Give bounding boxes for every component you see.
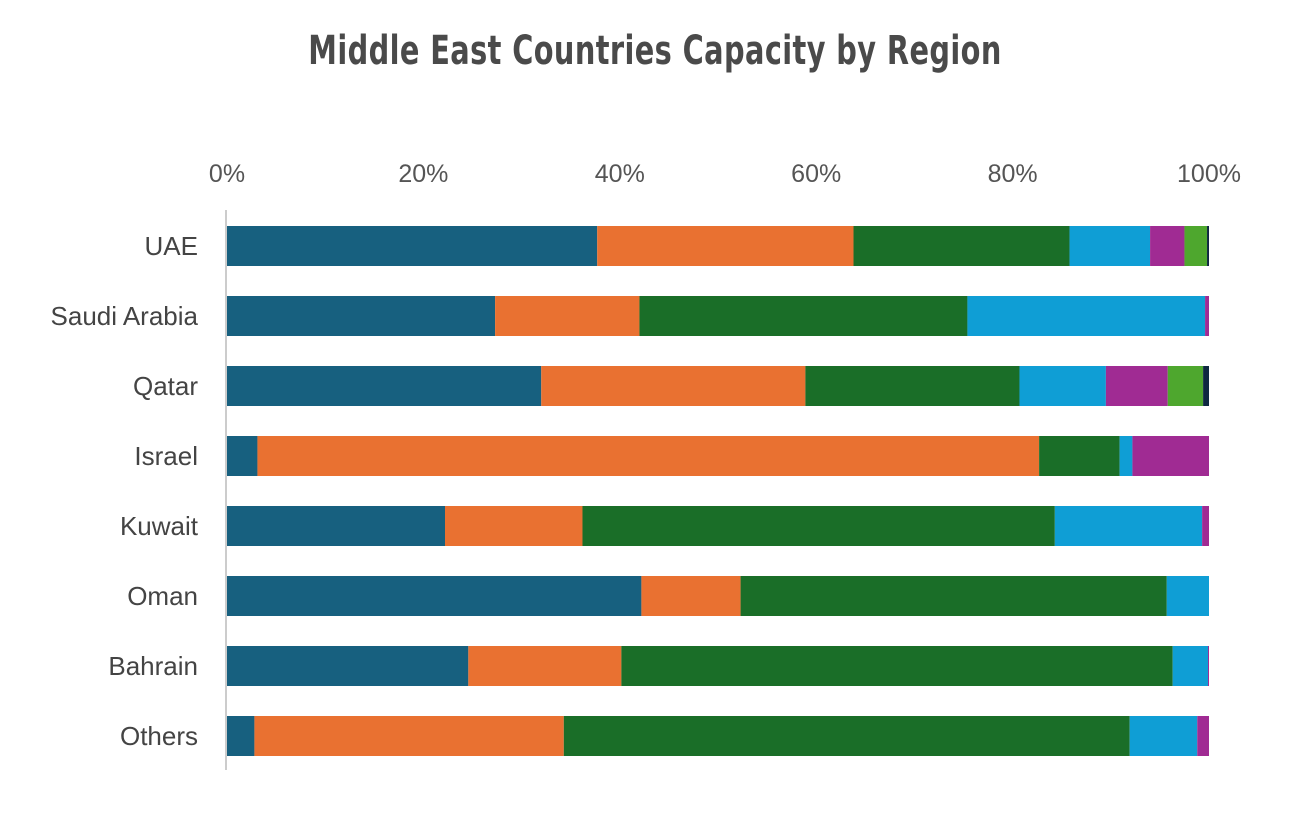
x-tick-label: 20% xyxy=(398,160,448,188)
category-label: Others xyxy=(120,721,198,751)
bar-segment xyxy=(597,226,854,266)
bar-segment xyxy=(740,576,1167,616)
x-tick-label: 40% xyxy=(595,160,645,188)
bar-segment xyxy=(641,576,741,616)
bar-segment xyxy=(468,646,622,686)
bar-segment xyxy=(227,436,258,476)
bar-segment xyxy=(1166,576,1209,616)
x-tick-label: 0% xyxy=(209,160,245,188)
bar-segment xyxy=(639,296,968,336)
bar-segment xyxy=(227,646,469,686)
bar-segment xyxy=(1203,366,1209,406)
category-label: Qatar xyxy=(133,371,198,401)
bar-segment xyxy=(853,226,1070,266)
bar-segment xyxy=(1202,506,1209,546)
bar-segments xyxy=(227,226,1209,756)
bar-segment xyxy=(1184,226,1208,266)
bar-segment xyxy=(1208,646,1209,686)
bar-segment xyxy=(1054,506,1203,546)
bar-segment xyxy=(1129,716,1198,756)
bar-segment xyxy=(254,716,564,756)
bar-segment xyxy=(227,716,255,756)
bar-segment xyxy=(1205,296,1209,336)
bar-segment xyxy=(1172,646,1209,686)
bar-segment xyxy=(1197,716,1209,756)
bar-segment xyxy=(1069,226,1151,266)
category-label: UAE xyxy=(145,231,198,261)
category-labels: UAE Saudi Arabia Qatar Israel Kuwait Oman Bahr… xyxy=(51,231,199,751)
bar-segment xyxy=(227,366,542,406)
bar-segment xyxy=(257,436,1040,476)
bar-segment xyxy=(1167,366,1204,406)
bar-segment xyxy=(1132,436,1209,476)
category-label: Saudi Arabia xyxy=(51,301,199,331)
chart-title: Middle East Countries Capacity by Region xyxy=(308,28,1002,74)
category-label: Oman xyxy=(127,581,198,611)
bar-segment xyxy=(621,646,1173,686)
bar-segment xyxy=(1119,436,1133,476)
bar-segment xyxy=(541,366,806,406)
bar-segment xyxy=(967,296,1206,336)
bar-segment xyxy=(1207,226,1209,266)
bar-segment xyxy=(1039,436,1120,476)
bar-segment xyxy=(227,226,598,266)
bar-segment xyxy=(445,506,583,546)
bar-segment xyxy=(227,576,642,616)
category-label: Israel xyxy=(134,441,198,471)
x-tick-label: 80% xyxy=(988,160,1038,188)
bar-segment xyxy=(227,506,446,546)
bar-segment xyxy=(1105,366,1168,406)
category-label: Kuwait xyxy=(120,511,199,541)
bar-segment xyxy=(1019,366,1106,406)
bar-segment xyxy=(582,506,1055,546)
x-tick-label: 100% xyxy=(1177,160,1241,188)
x-axis-ticks: 0% 20% 40% 60% 80% 100% xyxy=(209,160,1241,188)
bar-segment xyxy=(227,296,496,336)
bar-segment xyxy=(495,296,640,336)
category-label: Bahrain xyxy=(108,651,198,681)
bar-segment xyxy=(1150,226,1185,266)
bar-segment xyxy=(805,366,1020,406)
x-tick-label: 60% xyxy=(791,160,841,188)
bar-segment xyxy=(563,716,1130,756)
